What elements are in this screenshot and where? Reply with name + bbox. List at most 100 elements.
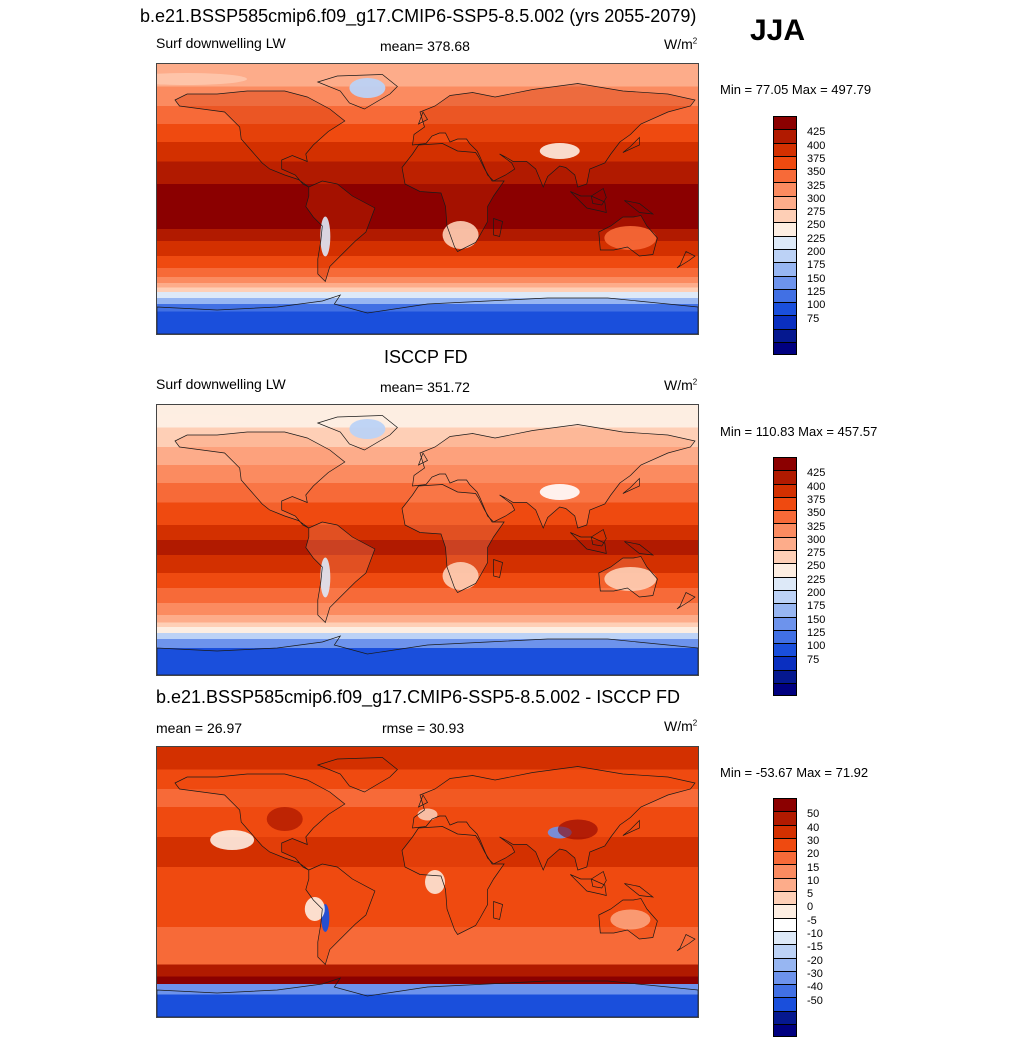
panel1-title: b.e21.BSSP585cmip6.f09_g17.CMIP6-SSP5-8.…	[140, 6, 697, 26]
colorbar-swatch	[774, 944, 796, 958]
colorbar-tick-label: 200	[807, 587, 826, 599]
colorbar-swatch	[774, 470, 796, 484]
colorbar-swatch	[774, 864, 796, 878]
colorbar-swatch	[774, 235, 796, 249]
colorbar-swatch	[774, 483, 796, 497]
colorbar-swatch	[774, 576, 796, 590]
colorbar-swatch	[774, 182, 796, 196]
colorbar-tick-label: 10	[807, 874, 820, 887]
panel3-minmax: Min = -53.67 Max = 71.92	[720, 765, 869, 780]
panel3-mean-label: mean = 26.97	[156, 720, 243, 736]
colorbar-swatch	[774, 683, 796, 697]
colorbar-tick-label: 225	[807, 573, 826, 586]
panel2-units: W/m2	[664, 377, 698, 393]
panel3-rmse-label: rmse = 30.93	[382, 720, 465, 736]
panel3-units: W/m2	[664, 718, 698, 734]
colorbar-swatch	[774, 970, 796, 985]
colorbar-boxes	[773, 116, 797, 356]
colorbar-swatch	[774, 209, 796, 223]
colorbar-tick-label: 375	[807, 493, 826, 506]
colorbar-tick-label: 275	[807, 206, 826, 219]
colorbar-tick-label: 250	[807, 219, 826, 232]
colorbar-boxes	[773, 457, 797, 697]
panel2-variable-label: Surf downwelling LW	[156, 376, 286, 392]
colorbar-tick-label: -40	[807, 981, 823, 994]
colorbar-tick-label: 125	[807, 626, 826, 639]
colorbar-tick-label: 375	[807, 152, 826, 165]
colorbar-tick-label: 150	[807, 613, 826, 626]
colorbar-tick-label: 200	[807, 246, 826, 258]
colorbar-swatch	[774, 824, 796, 838]
colorbar-tick-label: 400	[807, 139, 826, 152]
panel2-map	[156, 404, 699, 676]
colorbar-swatch	[774, 315, 796, 329]
colorbar-tick-label: 250	[807, 560, 826, 573]
colorbar-swatch	[774, 248, 796, 263]
colorbar-tick-label: 300	[807, 533, 826, 546]
colorbar-tick-label: -10	[807, 928, 823, 940]
colorbar-tick-label: -20	[807, 954, 823, 967]
colorbar-tick-label: 175	[807, 600, 826, 613]
colorbar-swatch	[774, 616, 796, 630]
colorbar-swatch	[774, 457, 796, 471]
colorbar-tick-label: 325	[807, 179, 826, 192]
colorbar-tick-label: -15	[807, 941, 823, 954]
colorbar-tick-label: 20	[807, 848, 820, 861]
colorbar-swatch	[774, 288, 796, 303]
colorbar-swatch	[774, 496, 796, 511]
colorbar-swatch	[774, 302, 796, 316]
colorbar-swatch	[774, 1024, 796, 1037]
colorbar-tick-label: 75	[807, 312, 820, 325]
colorbar-tick-label: 400	[807, 480, 826, 493]
colorbar-swatch	[774, 811, 796, 825]
colorbar-swatch	[774, 957, 796, 971]
colorbar-tick-label: 5	[807, 888, 814, 901]
colorbar-swatch	[774, 195, 796, 210]
colorbar-tick-label: 175	[807, 259, 826, 272]
colorbar-swatch	[774, 550, 796, 564]
panel3-map	[156, 746, 699, 1018]
colorbar-tick-label: 50	[807, 808, 820, 821]
colorbar-swatch	[774, 643, 796, 657]
panel1-units: W/m2	[664, 36, 698, 52]
panel2-minmax: Min = 110.83 Max = 457.57	[720, 424, 878, 439]
panel3-title: b.e21.BSSP585cmip6.f09_g17.CMIP6-SSP5-8.…	[156, 687, 680, 707]
colorbar-tick-label: 75	[807, 653, 820, 666]
colorbar-tick-label: 15	[807, 861, 820, 874]
panel2-title: ISCCP FD	[384, 347, 468, 367]
colorbar-swatch	[774, 669, 796, 684]
colorbar-tick-label: 225	[807, 232, 826, 245]
colorbar-tick-label: 100	[807, 299, 826, 312]
panel1-colorbar: 425 400 375 350 325 300 275 250 225 200 175 150 125 1…	[773, 116, 825, 356]
panel2-mean-label: mean= 351.72	[380, 379, 470, 395]
colorbar-tick-label: 30	[807, 834, 820, 847]
colorbar-tick-label: 150	[807, 272, 826, 285]
colorbar-swatch	[774, 656, 796, 670]
panel2-colorbar: 425 400 375 350 325 300 275 250 225 200 175 150 125 1…	[773, 457, 825, 697]
colorbar-swatch	[774, 798, 796, 812]
panel1-minmax: Min = 77.05 Max = 497.79	[720, 82, 872, 97]
colorbar-tick-label: 325	[807, 520, 826, 533]
colorbar-swatch	[774, 169, 796, 183]
colorbar-swatch	[774, 342, 796, 356]
colorbar-swatch	[774, 603, 796, 617]
colorbar-tick-label: -30	[807, 967, 823, 980]
colorbar-swatch	[774, 262, 796, 276]
colorbar-swatch	[774, 629, 796, 644]
panel1-variable-label: Surf downwelling LW	[156, 35, 286, 51]
colorbar-swatch	[774, 1010, 796, 1025]
colorbar-swatch	[774, 984, 796, 998]
colorbar-swatch	[774, 155, 796, 170]
colorbar-swatch	[774, 328, 796, 343]
colorbar-boxes	[773, 798, 797, 1037]
colorbar-swatch	[774, 589, 796, 604]
colorbar-swatch	[774, 891, 796, 905]
map-field	[157, 747, 698, 1017]
colorbar-tick-label: -50	[807, 994, 823, 1007]
colorbar-swatch	[774, 129, 796, 143]
colorbar-swatch	[774, 563, 796, 577]
panel1-map	[156, 63, 699, 335]
colorbar-tick-label: 350	[807, 166, 826, 179]
colorbar-tick-label: 275	[807, 547, 826, 560]
colorbar-tick-label: 100	[807, 640, 826, 653]
